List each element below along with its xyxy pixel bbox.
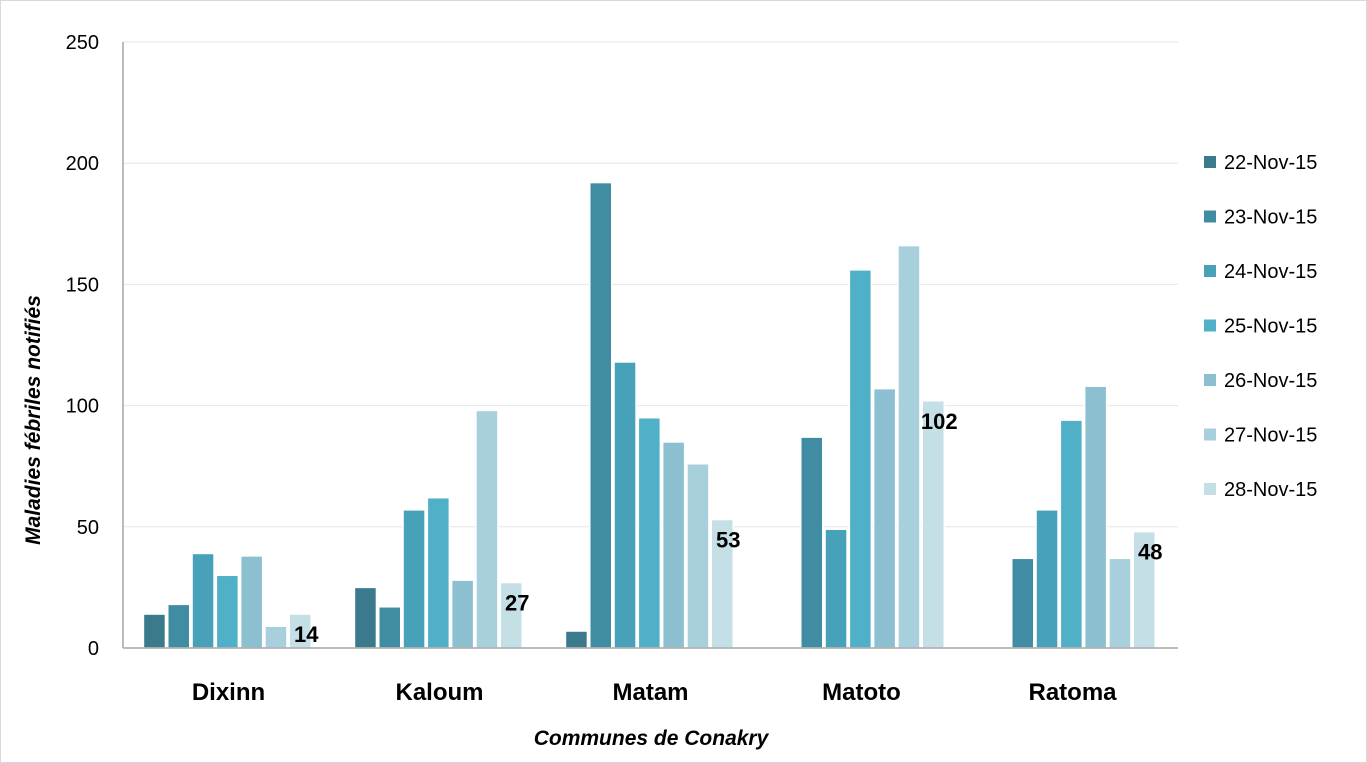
bar-dixinn-27-nov-15	[264, 625, 288, 649]
y-axis-ticks: 0 50 100 150 200 250	[66, 32, 99, 660]
x-axis-categories: Dixinn Kaloum Matam Matoto Ratoma	[192, 679, 1117, 706]
legend-label: 23-Nov-15	[1224, 207, 1317, 229]
data-labels: 14 27 53 102 48	[294, 409, 1162, 647]
y-axis-title: Maladies fébriles notifiés	[22, 295, 45, 545]
bar-matam-24-nov-15	[613, 361, 637, 649]
bar-dixinn-24-nov-15	[191, 552, 215, 649]
legend-label: 26-Nov-15	[1224, 370, 1317, 392]
bar-matam-22-nov-15	[564, 630, 589, 649]
y-tick-label: 100	[66, 396, 99, 418]
bar-matoto-23-nov-15	[800, 436, 824, 649]
y-tick-label: 150	[66, 274, 99, 296]
bar-kaloum-23-nov-15	[378, 606, 402, 649]
bar-kaloum-27-nov-15	[475, 409, 499, 649]
bar-ratoma-26-nov-15	[1083, 385, 1108, 649]
bar-ratoma-25-nov-15	[1059, 419, 1084, 649]
legend-label: 25-Nov-15	[1224, 316, 1317, 338]
bar-matam-27-nov-15	[686, 463, 710, 649]
y-tick-label: 50	[77, 517, 99, 539]
bar-matam-26-nov-15	[661, 441, 686, 649]
legend-swatch	[1204, 210, 1216, 223]
y-tick-label: 200	[66, 153, 99, 175]
bar-matam-25-nov-15	[637, 416, 662, 649]
legend-swatch	[1204, 156, 1216, 168]
x-tick-label: Matam	[612, 679, 688, 706]
data-label: 14	[294, 622, 319, 647]
bar-matoto-24-nov-15	[824, 528, 848, 649]
legend-swatch	[1204, 374, 1216, 386]
x-tick-label: Dixinn	[192, 679, 265, 706]
bars	[142, 181, 1156, 649]
data-label: 48	[1138, 540, 1162, 565]
y-tick-label: 0	[88, 638, 99, 660]
legend-label: 24-Nov-15	[1224, 261, 1317, 283]
legend-swatch	[1204, 483, 1216, 495]
bar-kaloum-25-nov-15	[426, 496, 451, 649]
bar-ratoma-24-nov-15	[1035, 509, 1059, 649]
data-label: 102	[921, 409, 958, 434]
bar-kaloum-24-nov-15	[402, 509, 426, 649]
legend-swatch	[1204, 428, 1216, 441]
x-axis-title: Communes de Conakry	[534, 727, 770, 750]
bar-dixinn-23-nov-15	[167, 603, 191, 649]
bar-matoto-28-nov-15	[921, 400, 945, 649]
legend-swatch	[1204, 265, 1216, 277]
bar-ratoma-27-nov-15	[1108, 557, 1132, 649]
legend: 22-Nov-15 23-Nov-15 24-Nov-15 25-Nov-15 26-N…	[1204, 152, 1317, 501]
bar-matoto-27-nov-15	[897, 244, 921, 649]
bar-dixinn-26-nov-15	[239, 555, 264, 649]
x-tick-label: Kaloum	[395, 679, 483, 706]
bar-matoto-25-nov-15	[848, 269, 873, 649]
data-label: 53	[716, 528, 740, 553]
bar-dixinn-25-nov-15	[215, 574, 240, 649]
x-tick-label: Matoto	[822, 679, 901, 706]
y-tick-label: 250	[66, 32, 99, 54]
bar-matam-23-nov-15	[589, 181, 613, 649]
bar-dixinn-22-nov-15	[142, 613, 167, 649]
bar-kaloum-22-nov-15	[353, 586, 378, 649]
legend-label: 27-Nov-15	[1224, 425, 1317, 447]
gridlines	[123, 41, 1178, 528]
bar-matoto-26-nov-15	[872, 387, 897, 649]
data-label: 27	[505, 591, 529, 616]
legend-label: 22-Nov-15	[1224, 152, 1317, 174]
bar-ratoma-23-nov-15	[1011, 557, 1035, 649]
legend-swatch	[1204, 319, 1216, 332]
legend-label: 28-Nov-15	[1224, 479, 1317, 501]
bar-kaloum-26-nov-15	[450, 579, 475, 649]
x-tick-label: Ratoma	[1028, 679, 1117, 706]
